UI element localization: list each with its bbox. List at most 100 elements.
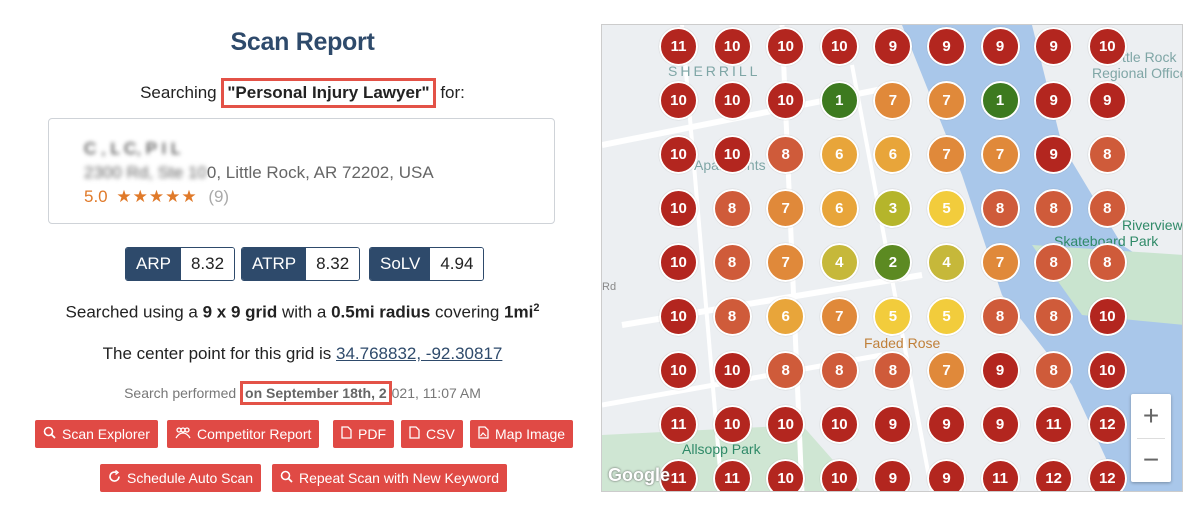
scan-explorer-button[interactable]: Scan Explorer [35,420,158,448]
rank-pin[interactable]: 5 [873,297,913,336]
rank-pin[interactable]: 9 [927,405,966,444]
rank-pin[interactable]: 9 [927,27,966,66]
metric-label: SoLV [370,248,431,280]
rank-pin[interactable]: 8 [766,351,806,390]
rank-pin[interactable]: 11 [1034,405,1074,444]
rank-pin[interactable]: 6 [819,135,859,174]
rank-grid-map[interactable]: SHERRILL ttle Rock Regional Office Apart… [601,24,1183,492]
csv-button[interactable]: CSV [401,420,463,448]
rank-pin[interactable]: 8 [873,351,913,390]
rank-pin[interactable]: 8 [819,351,859,390]
rank-pin[interactable]: 7 [980,243,1020,282]
zoom-out-button[interactable]: − [1142,444,1160,475]
rank-pin[interactable]: 1 [819,81,859,120]
rank-pin[interactable]: 8 [1034,243,1074,282]
rank-pin[interactable]: 9 [873,27,913,66]
business-card: C , L C, P I L 2300 Rd, Ste 100, Little … [48,118,555,224]
zoom-in-button[interactable]: + [1142,400,1160,431]
rank-pin[interactable]: 6 [766,297,806,336]
rank-pin[interactable]: 9 [980,351,1020,390]
rank-pin[interactable]: 8 [980,189,1020,228]
pdf-button[interactable]: PDF [333,420,394,448]
rank-pin[interactable]: 9 [980,405,1020,444]
rank-pin[interactable]: 9 [873,459,913,491]
rank-pin[interactable]: 10 [712,405,752,444]
searching-line: Searching "Personal Injury Lawyer" for: [0,78,605,108]
rating-value: 5.0 [84,187,108,206]
metric-value: 4.94 [430,248,484,280]
rank-pin[interactable]: 5 [927,189,966,228]
rank-pin[interactable]: 8 [1034,189,1074,228]
schedule-auto-scan-button[interactable]: Schedule Auto Scan [100,464,262,492]
rank-pin[interactable]: 7 [927,351,966,390]
rank-pin[interactable]: 8 [712,189,752,228]
rank-pin[interactable]: 7 [766,189,806,228]
rank-pin[interactable]: 10 [1087,27,1127,66]
rank-pin[interactable]: 9 [873,405,913,444]
rank-pin[interactable]: 7 [873,81,913,120]
rank-pin[interactable]: 8 [712,297,752,336]
rank-pin[interactable]: 7 [927,81,966,120]
competitor-report-button[interactable]: Competitor Report [167,420,320,448]
rank-pin[interactable]: 10 [659,243,698,282]
rank-pin[interactable]: 10 [659,189,698,228]
rank-pin[interactable]: 10 [659,351,698,390]
rank-pin[interactable]: 6 [819,189,859,228]
rank-pin[interactable]: 8 [980,297,1020,336]
button-label: CSV [426,426,455,442]
rank-pin[interactable]: 9 [1034,81,1074,120]
map-image-button[interactable]: Map Image [470,420,574,448]
rank-pin[interactable]: 10 [819,459,859,491]
rank-pin[interactable]: 10 [712,351,752,390]
rank-pin[interactable]: 10 [1087,297,1127,336]
rank-pin[interactable]: 8 [1087,135,1127,174]
rank-pin[interactable]: 12 [1087,459,1127,491]
rank-pin[interactable]: 8 [1087,243,1127,282]
rank-pin[interactable]: 11 [659,27,698,66]
rank-pin[interactable]: 11 [659,459,698,491]
rank-pin[interactable]: 8 [766,135,806,174]
center-coords-link[interactable]: 34.768832, -92.30817 [336,344,503,363]
rank-pin[interactable]: 10 [712,81,752,120]
rank-pin[interactable]: 10 [819,405,859,444]
rank-pin[interactable]: 2 [873,243,913,282]
business-address-hidden: 2300 Rd, Ste 10 [84,163,207,182]
rank-pin[interactable]: 11 [659,405,698,444]
rank-pin[interactable]: 12 [1087,405,1127,444]
rank-pin[interactable]: 7 [766,243,806,282]
rank-pin[interactable]: 7 [819,297,859,336]
rank-pin[interactable]: 9 [1034,135,1074,174]
business-address: 2300 Rd, Ste 100, Little Rock, AR 72202,… [84,163,434,183]
rank-pin[interactable]: 4 [927,243,966,282]
rank-pin[interactable]: 10 [766,27,806,66]
rank-pin[interactable]: 10 [659,81,698,120]
rank-pin[interactable]: 10 [712,135,752,174]
rank-pin[interactable]: 10 [819,27,859,66]
rank-pin[interactable]: 9 [1034,27,1074,66]
rank-pin[interactable]: 9 [980,27,1020,66]
rank-pin[interactable]: 10 [659,135,698,174]
rank-pin[interactable]: 6 [873,135,913,174]
repeat-scan-button[interactable]: Repeat Scan with New Keyword [272,464,507,492]
rank-pin[interactable]: 10 [659,297,698,336]
rank-pin[interactable]: 4 [819,243,859,282]
rank-pin[interactable]: 8 [1034,297,1074,336]
rank-pin[interactable]: 10 [712,27,752,66]
rank-pin[interactable]: 8 [1087,189,1127,228]
rank-pin[interactable]: 10 [766,405,806,444]
rank-pin[interactable]: 10 [766,81,806,120]
rank-pin[interactable]: 12 [1034,459,1074,491]
rank-pin[interactable]: 7 [927,135,966,174]
rank-pin[interactable]: 1 [980,81,1020,120]
rank-pin[interactable]: 9 [1087,81,1127,120]
rank-pin[interactable]: 9 [927,459,966,491]
rank-pin[interactable]: 11 [980,459,1020,491]
rank-pin[interactable]: 8 [1034,351,1074,390]
rank-pin[interactable]: 11 [712,459,752,491]
rank-pin[interactable]: 5 [927,297,966,336]
rank-pin[interactable]: 3 [873,189,913,228]
rank-pin[interactable]: 10 [1087,351,1127,390]
rank-pin[interactable]: 8 [712,243,752,282]
rank-pin[interactable]: 10 [766,459,806,491]
rank-pin[interactable]: 7 [980,135,1020,174]
